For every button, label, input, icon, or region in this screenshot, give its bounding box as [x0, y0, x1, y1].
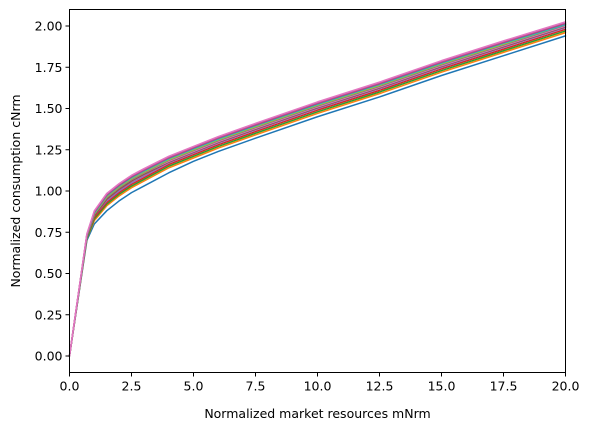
x-tick-label: 15.0 [428, 379, 456, 394]
x-tick-label: 5.0 [184, 379, 204, 394]
y-tick-label: 1.25 [35, 142, 63, 157]
series-line-12 [68, 21, 567, 357]
x-tick-label: 17.5 [490, 379, 518, 394]
series-line-11 [68, 22, 567, 357]
y-axis-label: Normalized consumption cNrm [8, 94, 23, 287]
x-tick-label: 20.0 [552, 379, 580, 394]
series-line-13 [68, 21, 567, 357]
series-line-6 [68, 26, 567, 357]
y-tick-label: 2.00 [35, 19, 63, 34]
series-group [68, 21, 567, 357]
y-tick-label: 0.75 [35, 225, 63, 240]
x-tick-label: 0.0 [60, 379, 80, 394]
series-line-2 [68, 31, 567, 357]
series-line-7 [68, 25, 567, 357]
series-line-5 [68, 26, 567, 357]
x-axis: 0.0 2.5 5.0 7.5 10.0 12.5 15.0 17.5 20.0 [60, 372, 580, 394]
series-line-1 [68, 35, 567, 357]
series-line-10 [68, 23, 567, 357]
series-line-4 [68, 28, 567, 357]
y-tick-label: 1.75 [35, 60, 63, 75]
x-tick-label: 2.5 [122, 379, 142, 394]
y-tick-label: 0.00 [35, 349, 63, 364]
y-tick-label: 1.00 [35, 184, 63, 199]
series-line-9 [68, 23, 567, 357]
x-tick-label: 10.0 [304, 379, 332, 394]
y-tick-label: 1.50 [35, 101, 63, 116]
series-line-8 [68, 24, 567, 357]
x-tick-label: 7.5 [246, 379, 266, 394]
x-tick-label: 12.5 [366, 379, 394, 394]
y-tick-label: 0.25 [35, 307, 63, 322]
y-tick-label: 0.50 [35, 266, 63, 281]
plot-frame [69, 9, 566, 373]
series-line-3 [68, 30, 567, 357]
y-axis: 0.00 0.25 0.50 0.75 1.00 1.25 1.50 1.75 2.00 [35, 19, 70, 364]
x-axis-label: Normalized market resources mNrm [204, 406, 430, 421]
